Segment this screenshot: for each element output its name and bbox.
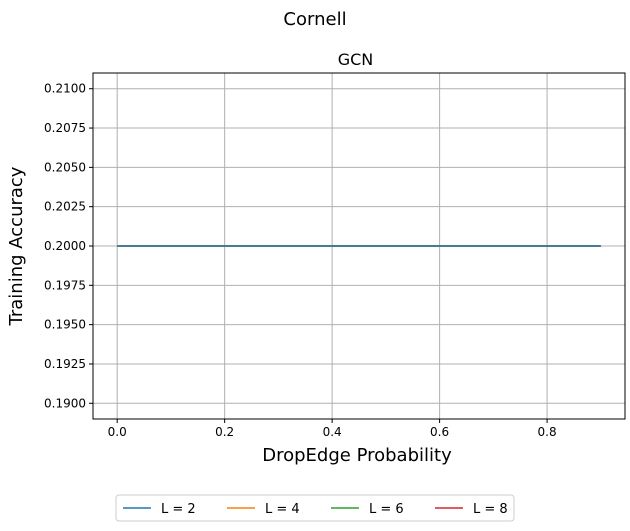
y-tick-label: 0.1900 [44,396,86,410]
axes-title: GCN [338,50,374,69]
y-tick-label: 0.1950 [44,318,86,332]
legend-label: L = 2 [161,502,196,517]
legend-label: L = 6 [369,502,404,517]
y-tick-label: 0.2050 [44,160,86,174]
legend: L = 2 L = 4 L = 6 L = 8 [115,494,515,522]
x-tick-label: 0.6 [430,425,449,439]
y-tick-label: 0.2075 [44,121,86,135]
x-axis-ticks: 0.0 0.2 0.4 0.6 0.8 [108,419,557,439]
y-tick-label: 0.2025 [44,200,86,214]
y-tick-label: 0.1975 [44,278,86,292]
y-tick-label: 0.2100 [44,82,86,96]
legend-label: L = 8 [473,502,508,517]
y-axis-label: Training Accuracy [6,166,27,326]
x-tick-label: 0.0 [108,425,127,439]
x-tick-label: 0.4 [323,425,342,439]
figure-title: Cornell [283,9,346,30]
x-tick-label: 0.2 [215,425,234,439]
y-tick-label: 0.1925 [44,357,86,371]
y-axis-ticks: 0.1900 0.1925 0.1950 0.1975 0.2000 0.2025 0.20… [44,82,93,410]
legend-frame [115,494,515,522]
x-tick-label: 0.8 [538,425,557,439]
y-tick-label: 0.2000 [44,239,86,253]
legend-label: L = 4 [265,502,300,517]
x-axis-label: DropEdge Probability [262,445,452,466]
